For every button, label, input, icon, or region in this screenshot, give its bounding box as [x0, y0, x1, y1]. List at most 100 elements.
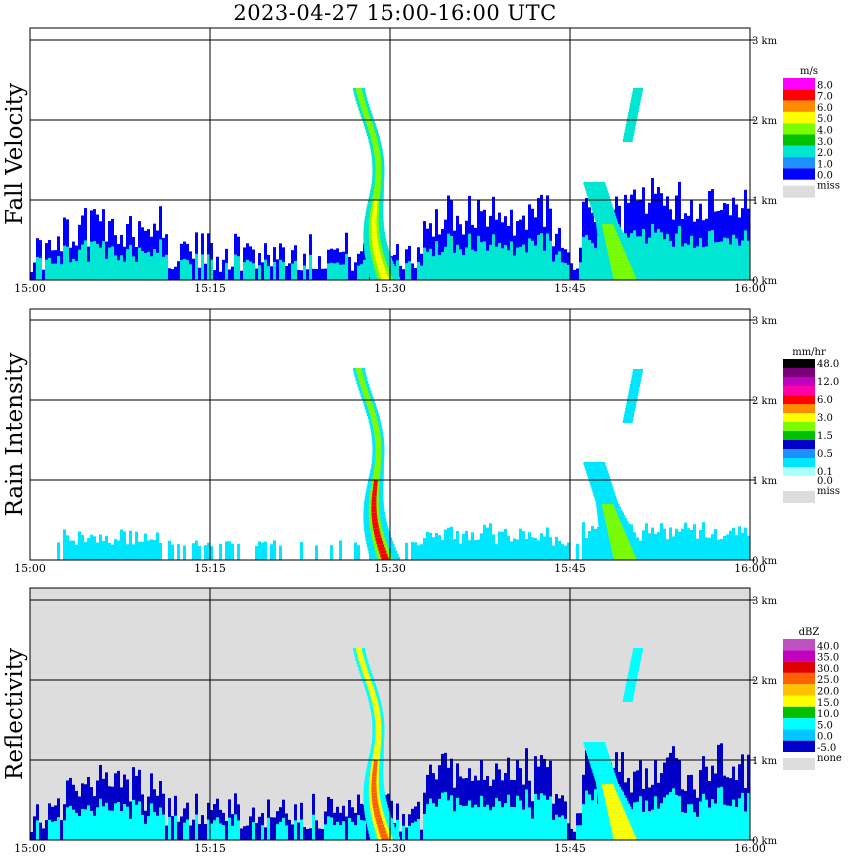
echo-cell	[426, 251, 429, 280]
echo-cell	[516, 539, 519, 560]
echo-cell	[625, 124, 636, 127]
plot-frame	[29, 587, 751, 841]
echo-cell	[72, 540, 75, 560]
echo-cell	[363, 393, 370, 397]
echo-cell	[628, 109, 639, 112]
echo-cell	[273, 261, 276, 280]
echo-cell	[246, 540, 249, 560]
echo-cell	[513, 538, 516, 560]
echo-cell	[372, 486, 378, 490]
echo-cell	[105, 258, 108, 280]
echo-cell	[81, 535, 84, 560]
echo-cell	[318, 828, 321, 840]
echo-cell	[354, 262, 357, 280]
echo-cell	[573, 553, 576, 560]
echo-cell	[345, 253, 348, 280]
echo-cell	[611, 828, 633, 832]
echo-cell	[282, 262, 285, 280]
echo-cell	[663, 239, 666, 280]
echo-cell	[705, 246, 708, 280]
echo-cell	[375, 164, 382, 169]
legend-swatch	[783, 431, 815, 440]
echo-cell	[372, 489, 377, 493]
echo-cell	[399, 831, 402, 840]
echo-cell	[63, 245, 66, 280]
echo-cell	[414, 268, 417, 280]
echo-cell	[429, 798, 432, 840]
echo-cell	[365, 400, 372, 404]
echo-cell	[399, 551, 402, 560]
echo-cell	[592, 770, 615, 773]
echo-cell	[333, 825, 336, 840]
echo-cell	[33, 816, 36, 840]
echo-cell	[168, 268, 171, 280]
echo-cell	[300, 542, 303, 560]
echo-cell	[126, 249, 129, 280]
echo-cell	[213, 820, 216, 840]
echo-cell	[587, 473, 609, 477]
echo-cell	[720, 241, 723, 280]
echo-cell	[252, 536, 255, 560]
legend-label: 5.0	[817, 114, 833, 125]
echo-cell	[291, 824, 294, 840]
echo-cell	[375, 721, 382, 725]
echo-cell	[591, 800, 594, 840]
echo-cell	[81, 244, 84, 280]
echo-cell	[126, 544, 129, 560]
echo-cell	[612, 274, 636, 278]
echo-cell	[602, 224, 614, 227]
echo-cell	[375, 257, 383, 261]
echo-cell	[549, 240, 552, 280]
echo-cell	[420, 544, 423, 560]
echo-cell	[705, 799, 708, 840]
echo-cell	[351, 544, 354, 560]
echo-cell	[174, 266, 177, 280]
echo-cell	[558, 251, 561, 280]
echo-cell	[595, 218, 618, 222]
echo-cell	[696, 246, 699, 280]
echo-cell	[339, 540, 342, 560]
echo-cell	[303, 545, 306, 560]
x-tick-label: 15:15	[194, 282, 226, 295]
legend-label: 8.0	[817, 80, 833, 91]
echo-cell	[216, 256, 219, 280]
legend-swatch	[783, 706, 815, 719]
legend-swatch	[783, 458, 815, 467]
echo-cell	[321, 268, 324, 280]
echo-cell	[309, 828, 312, 840]
echo-cell	[426, 531, 429, 560]
echo-cell	[629, 106, 640, 109]
echo-cell	[543, 795, 546, 840]
legend-swatch	[783, 650, 815, 662]
echo-cell	[39, 258, 42, 280]
echo-cell	[744, 811, 747, 840]
echo-cell	[99, 534, 102, 560]
echo-cell	[612, 271, 635, 275]
echo-cell	[371, 216, 377, 220]
y-tick-label: 3 km	[752, 316, 778, 327]
echo-cell	[345, 816, 348, 840]
echo-cell	[63, 529, 66, 560]
echo-cell	[519, 800, 522, 840]
echo-cell	[222, 825, 225, 840]
echo-cell	[453, 811, 456, 840]
echo-cell	[300, 270, 303, 280]
legend-swatch	[783, 695, 815, 707]
echo-cell	[609, 260, 630, 264]
echo-cell	[371, 225, 377, 229]
echo-cell	[607, 809, 625, 813]
echo-cell	[363, 673, 370, 677]
echo-cell	[381, 836, 389, 841]
echo-cell	[525, 252, 528, 280]
x-tick-label: 16:00	[734, 842, 766, 855]
echo-cell	[447, 233, 450, 280]
echo-cell	[297, 269, 300, 280]
panel-reflectivity: 0 km 1 km 2 km 3 km 15:00 15:15 15:30 15:45 16:0…	[2, 587, 842, 855]
echo-cell	[714, 803, 717, 840]
echo-cell	[567, 542, 570, 560]
echo-cell	[249, 816, 252, 840]
legend: dBZ 40.035.030.025.020.015.010.05.00.0-5.…	[783, 627, 842, 770]
x-tick-label: 15:00	[14, 562, 46, 575]
echo-cell	[374, 814, 382, 818]
echo-cell	[306, 269, 309, 280]
